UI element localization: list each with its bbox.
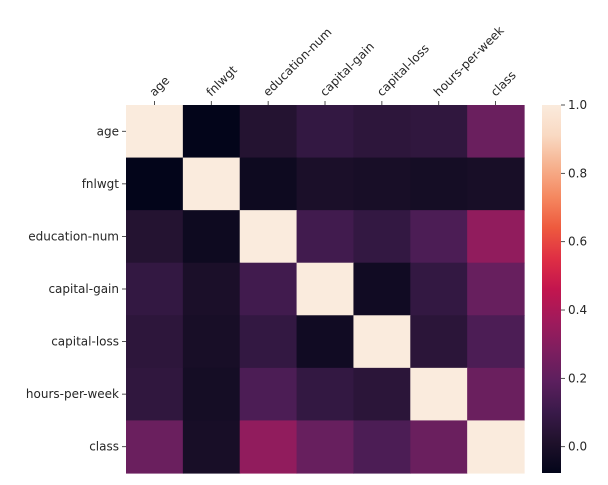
heatmap-cell-capital-gain-class [467, 262, 525, 316]
x-tick-label-capital-loss: capital-loss [374, 41, 432, 99]
y-tick-label-fnlwgt: fnlwgt [82, 177, 120, 191]
heatmap-cell-fnlwgt-capital-gain [296, 157, 355, 211]
y-tick-labels: age fnlwgt education-num capital-gain capita… [26, 124, 126, 454]
x-tick-label-age: age [147, 73, 173, 99]
heatmap-cell-education-num-fnlwgt [182, 210, 241, 264]
heatmap-cell-hours-per-week-fnlwgt [182, 367, 241, 422]
heatmap-cell-capital-loss-capital-loss [353, 315, 411, 369]
heatmap-cell-hours-per-week-class [467, 367, 525, 422]
heatmap-cell-class-hours-per-week [410, 420, 468, 474]
x-tick-labels: age fnlwgt education-numcapital-gaincapita… [147, 23, 519, 105]
heatmap-cell-education-num-class [467, 210, 525, 264]
y-tick-label-capital-gain: capital-gain [48, 282, 119, 296]
y-tick-label-education-num: education-num [28, 229, 119, 243]
heatmap-cell-capital-gain-fnlwgt [182, 262, 241, 316]
heatmap-cell-hours-per-week-capital-loss [353, 367, 411, 422]
heatmap-cell-education-num-capital-loss [353, 210, 411, 264]
heatmap-cells [126, 105, 525, 474]
heatmap-cell-education-num-capital-gain [296, 210, 355, 264]
heatmap-cell-age-capital-loss [353, 105, 411, 159]
y-tick-label-age: age [97, 124, 119, 138]
x-tick-label-capital-gain: capital-gain [317, 39, 377, 99]
heatmap-cell-education-num-education-num [239, 210, 298, 264]
heatmap-cell-age-class [467, 105, 525, 159]
heatmap-cell-hours-per-week-capital-gain [296, 367, 355, 422]
heatmap-cell-capital-loss-hours-per-week [410, 315, 468, 369]
heatmap-cell-fnlwgt-capital-loss [353, 157, 411, 211]
heatmap-cell-age-hours-per-week [410, 105, 468, 159]
y-tick-label-capital-loss: capital-loss [51, 335, 119, 349]
heatmap-cell-capital-loss-fnlwgt [182, 315, 241, 369]
heatmap-cell-hours-per-week-education-num [239, 367, 298, 422]
colorbar-gradient [542, 105, 561, 473]
colorbar-tick-label: 0.0 [568, 440, 587, 454]
heatmap-cell-fnlwgt-age [126, 157, 184, 211]
colorbar: 0.0 0.2 0.4 0.6 0.8 1.0 [542, 98, 587, 473]
heatmap-cell-capital-loss-education-num [239, 315, 298, 369]
heatmap-cell-class-class [467, 420, 525, 474]
heatmap-cell-class-capital-gain [296, 420, 355, 474]
colorbar-tick-label: 0.6 [568, 235, 587, 249]
heatmap-cell-class-age [126, 420, 184, 474]
heatmap-cell-fnlwgt-hours-per-week [410, 157, 468, 211]
heatmap-cell-fnlwgt-fnlwgt [182, 157, 241, 211]
y-tick-label-hours-per-week: hours-per-week [26, 387, 119, 401]
x-tick-label-class: class [488, 68, 519, 99]
heatmap-cell-hours-per-week-hours-per-week [410, 367, 468, 422]
heatmap-cell-age-age [126, 105, 184, 159]
heatmap-cell-class-fnlwgt [182, 420, 241, 474]
heatmap-cell-hours-per-week-age [126, 367, 184, 422]
heatmap-cell-capital-loss-class [467, 315, 525, 369]
heatmap-cell-education-num-hours-per-week [410, 210, 468, 264]
x-tick-label-fnlwgt: fnlwgt [204, 63, 240, 99]
heatmap-cell-age-capital-gain [296, 105, 355, 159]
heatmap-cell-capital-gain-capital-loss [353, 262, 411, 316]
heatmap-cell-capital-gain-age [126, 262, 184, 316]
colorbar-tick-label: 0.8 [568, 166, 587, 180]
heatmap-cell-education-num-age [126, 210, 184, 264]
heatmap-cell-capital-loss-capital-gain [296, 315, 355, 369]
heatmap-cell-class-education-num [239, 420, 298, 474]
heatmap-cell-capital-gain-education-num [239, 262, 298, 316]
heatmap-cell-capital-loss-age [126, 315, 184, 369]
heatmap-cell-age-education-num [239, 105, 298, 159]
heatmap-cell-age-fnlwgt [182, 105, 241, 159]
colorbar-tick-label: 1.0 [568, 98, 587, 112]
heatmap-cell-fnlwgt-class [467, 157, 525, 211]
colorbar-tick-label: 0.4 [568, 303, 587, 317]
heatmap-cell-fnlwgt-education-num [239, 157, 298, 211]
y-tick-label-class: class [89, 440, 119, 454]
heatmap-cell-class-capital-loss [353, 420, 411, 474]
heatmap-cell-capital-gain-capital-gain [296, 262, 355, 316]
heatmap-cell-capital-gain-hours-per-week [410, 262, 468, 316]
colorbar-tick-label: 0.2 [568, 371, 587, 385]
